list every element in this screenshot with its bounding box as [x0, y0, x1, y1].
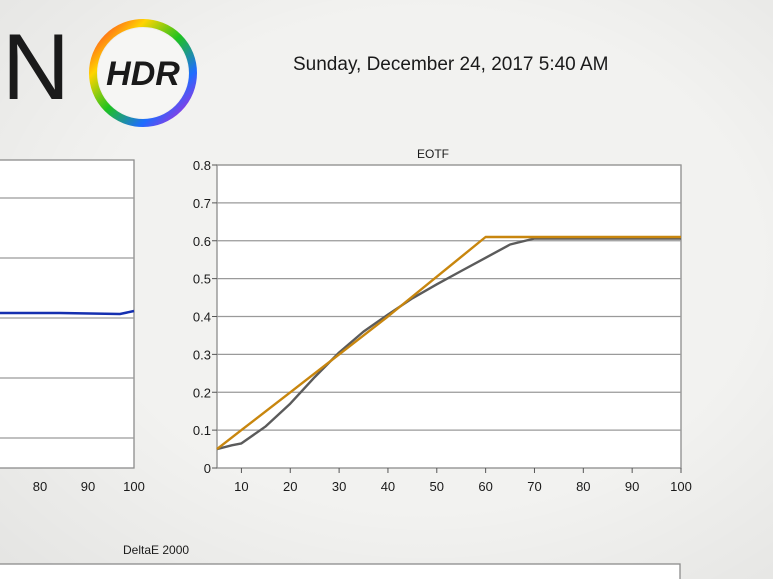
timestamp: Sunday, December 24, 2017 5:40 AM: [293, 54, 609, 75]
y-axis-ticks: 0 0.1 0.2 0.3 0.4 0.5 0.6 0.7 0.8: [193, 158, 217, 476]
y-tick-label: 0.6: [193, 234, 211, 249]
x-tick-label: 50: [430, 479, 444, 494]
left-x-ticks: 80 90 100: [33, 479, 145, 494]
y-tick-label: 0.3: [193, 347, 211, 362]
eotf-series: [216, 235, 681, 451]
left-x-tick-label: 90: [81, 479, 95, 494]
reference-series-line: [216, 235, 681, 451]
y-tick-label: 0.8: [193, 158, 211, 173]
left-grid: [0, 197, 134, 439]
y-tick-label: 0.7: [193, 196, 211, 211]
bottom-chart-title: DeltaE 2000: [123, 543, 189, 557]
x-tick-label: 20: [283, 479, 297, 494]
x-axis-ticks: 10 20 30 40 50 60 70 80 90 100: [234, 468, 692, 494]
x-tick-label: 60: [478, 479, 492, 494]
left-x-tick-label: 100: [123, 479, 145, 494]
y-tick-label: 0.5: [193, 272, 211, 287]
x-tick-label: 80: [576, 479, 590, 494]
chart-title: EOTF: [417, 147, 449, 161]
x-tick-label: 100: [670, 479, 692, 494]
x-tick-label: 70: [527, 479, 541, 494]
x-tick-label: 30: [332, 479, 346, 494]
measured-series-line: [216, 237, 681, 451]
hdr-logo-text: HDR: [106, 55, 180, 93]
y-tick-label: 0: [204, 461, 211, 476]
brand-letter: N: [2, 14, 70, 119]
x-tick-label: 10: [234, 479, 248, 494]
left-x-tick-label: 80: [33, 479, 47, 494]
hdr-logo: HDR: [89, 19, 197, 127]
bottom-plot-area: [0, 563, 681, 579]
x-tick-label: 40: [381, 479, 395, 494]
y-tick-label: 0.2: [193, 385, 211, 400]
y-tick-label: 0.1: [193, 423, 211, 438]
y-tick-label: 0.4: [193, 310, 211, 325]
x-tick-label: 90: [625, 479, 639, 494]
left-series-line: [0, 309, 135, 316]
